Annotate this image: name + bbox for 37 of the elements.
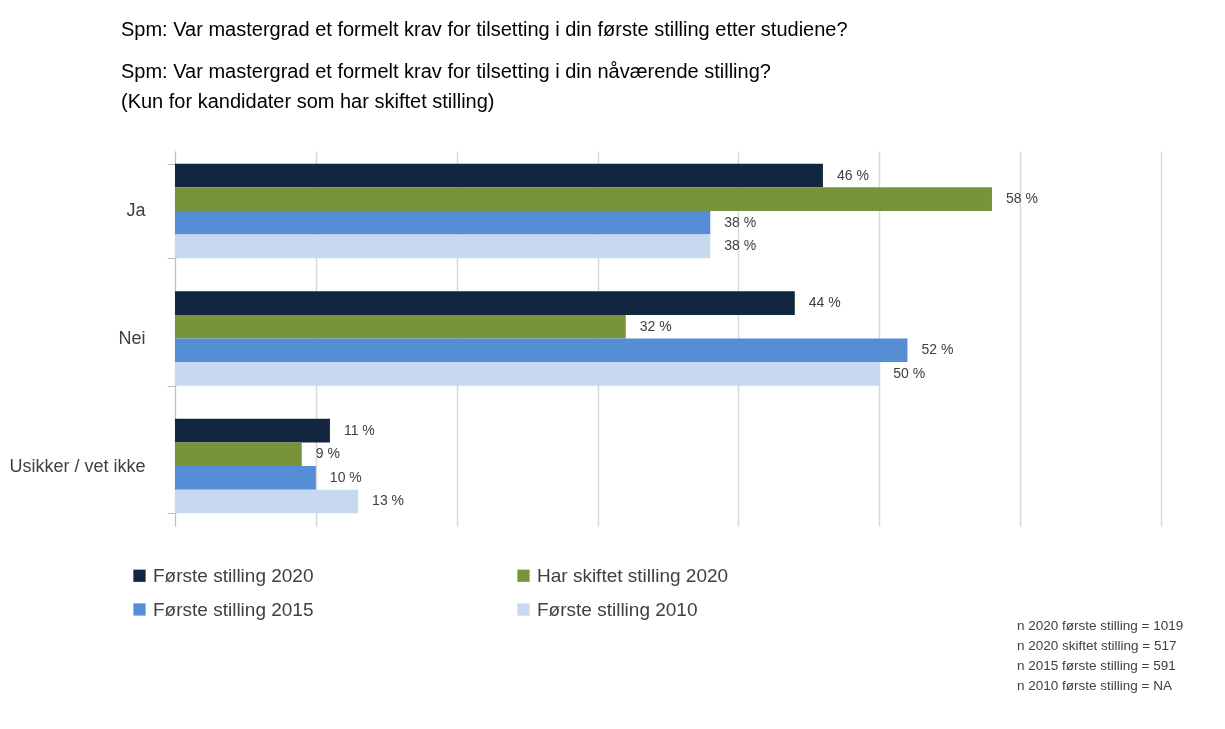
bar	[175, 234, 711, 259]
data-label: 38 %	[724, 237, 757, 254]
text: n 2015 første stilling = 591	[1017, 657, 1177, 675]
data-label: 44 %	[808, 294, 841, 311]
y-tick-label: Ja	[126, 200, 147, 221]
text: n 2010 første stilling = NA	[1017, 677, 1173, 695]
data-label: 58 %	[1005, 190, 1038, 207]
bar	[175, 489, 359, 514]
bar	[175, 466, 316, 490]
bar	[175, 187, 992, 211]
data-label: 50 %	[893, 364, 926, 381]
data-label: 11 %	[343, 421, 375, 438]
data-label: 52 %	[921, 341, 954, 358]
bar	[175, 210, 711, 235]
data-label: 32 %	[639, 317, 672, 334]
legend-label: Første stilling 2010	[537, 598, 698, 620]
data-label: 13 %	[372, 492, 405, 509]
bar	[175, 163, 823, 188]
y-tick-label: Nei	[118, 328, 146, 348]
chart-title: Spm: Var mastergrad et formelt krav for tilsetting i din første stilling etter studiene?	[121, 18, 848, 40]
data-label: 10 %	[329, 468, 362, 485]
data-label: 9 %	[315, 445, 340, 462]
bar	[175, 442, 302, 467]
legend-label: Har skiftet stilling 2020	[537, 564, 729, 586]
legend-label: Første stilling 2015	[153, 598, 314, 620]
bar	[175, 362, 880, 386]
bar	[175, 291, 795, 315]
bar	[175, 314, 626, 339]
bar	[175, 418, 330, 443]
chart-subtitle: Spm: Var mastergrad et formelt krav for tilsetting i din nåværende stilling? (Kun for kandidater som har skiftet stilling)	[121, 60, 771, 112]
legend-label: Første stilling 2020	[153, 564, 314, 586]
data-label: 46 %	[836, 166, 869, 183]
text: n 2020 første stilling = 1019	[1017, 617, 1184, 635]
bar	[175, 338, 908, 363]
y-tick-label: Usikker / vet ikke	[9, 455, 146, 476]
text: n 2020 skiftet stilling = 517	[1017, 637, 1178, 655]
data-label: 38 %	[724, 213, 757, 230]
